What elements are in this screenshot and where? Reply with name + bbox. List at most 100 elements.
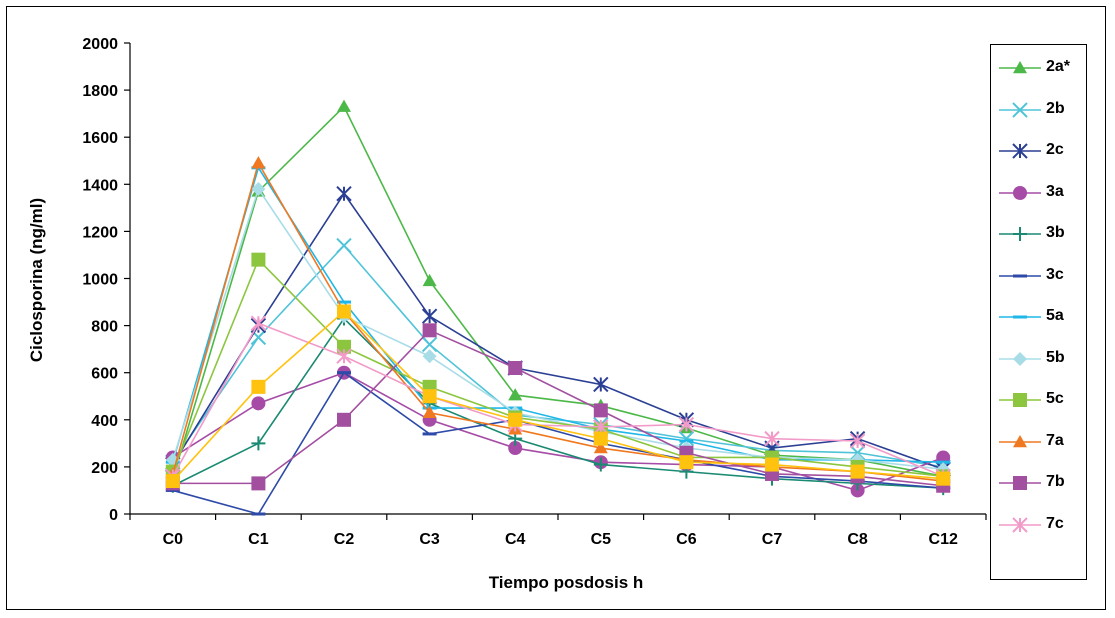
data-point: [593, 457, 608, 472]
data-point: [679, 455, 694, 470]
data-point: [421, 336, 438, 353]
series-line: [172, 310, 944, 482]
legend-item: 3a: [991, 178, 1088, 208]
data-point: [593, 419, 609, 435]
data-point: [422, 323, 437, 338]
legend-marker: [1012, 101, 1028, 118]
y-tick-label: 200: [91, 460, 118, 477]
x-tick-label: C4: [505, 531, 526, 548]
y-tick-label: 0: [109, 507, 118, 524]
data-point: [936, 460, 951, 464]
y-tick-label: 1800: [82, 83, 118, 100]
legend-marker: [1012, 516, 1028, 533]
chart-frame: [6, 6, 1106, 610]
legend-swatch: [999, 274, 1041, 277]
data-point: [336, 186, 352, 202]
legend-swatch: [999, 393, 1041, 407]
data-point: [422, 349, 437, 364]
data-point: [251, 379, 266, 394]
y-tick-label: 1000: [82, 272, 118, 289]
data-point: [678, 416, 695, 433]
data-point: [593, 376, 609, 393]
legend-swatch: [999, 516, 1041, 533]
data-point: [165, 488, 180, 492]
y-tick-label: 1200: [82, 224, 118, 241]
data-point: [251, 512, 266, 516]
data-point: [337, 339, 351, 354]
legend-marker: [1013, 61, 1027, 74]
legend-item: 3c: [991, 261, 1088, 291]
x-tick-label: C8: [847, 531, 868, 548]
legend-swatch: [999, 351, 1041, 366]
y-tick-label: 2000: [82, 36, 118, 53]
data-point: [849, 433, 866, 449]
data-point: [337, 300, 351, 304]
data-point: [508, 360, 523, 375]
legend-label: 3b: [1046, 224, 1065, 241]
legend-item: 5a: [991, 302, 1088, 332]
series-3c: [165, 371, 951, 516]
legend-marker: [1013, 351, 1027, 366]
data-point: [422, 432, 437, 436]
legend-label: 2c: [1046, 141, 1064, 158]
x-tick-label: C0: [163, 531, 184, 548]
data-point: [936, 471, 951, 486]
data-point: [421, 308, 438, 324]
data-point: [849, 445, 866, 461]
data-point: [422, 389, 437, 404]
legend-item: 2a*: [991, 53, 1088, 83]
series-line: [172, 329, 944, 487]
legend-item: 5b: [991, 344, 1088, 374]
series-7a: [165, 156, 951, 487]
legend-label: 5c: [1046, 390, 1064, 407]
x-tick-label: C12: [929, 531, 958, 548]
data-point: [251, 396, 266, 411]
y-tick-label: 800: [91, 319, 118, 336]
legend-swatch: [999, 434, 1041, 447]
data-point: [251, 156, 266, 169]
legend-item: 3b: [991, 219, 1088, 249]
data-point: [336, 348, 352, 364]
x-tick-label: C3: [419, 531, 440, 548]
series-line: [172, 317, 944, 489]
legend-marker: [1013, 434, 1027, 447]
series-2c: [165, 186, 951, 477]
x-axis-label: Tiempo posdosis h: [489, 573, 644, 592]
data-point: [850, 483, 865, 498]
series-line: [172, 258, 944, 478]
y-tick-label: 600: [91, 366, 118, 383]
legend-label: 7c: [1046, 514, 1064, 532]
data-point: [251, 476, 266, 491]
legend-item: 5c: [991, 385, 1088, 415]
series-line: [172, 165, 944, 463]
legend-swatch: [999, 101, 1041, 118]
legend-marker: [1012, 143, 1028, 159]
legend-label: 3a: [1046, 182, 1064, 200]
legend-item: 7c: [991, 510, 1088, 540]
data-point: [422, 273, 437, 287]
series-layer: [165, 99, 951, 516]
data-point: [765, 457, 779, 472]
data-point: [251, 252, 266, 267]
series-line: [172, 244, 944, 468]
x-tick-label: C5: [591, 531, 612, 548]
legend-swatch: [999, 185, 1041, 200]
legend: 2a* 2b 2c 3a 3b 3c 5a 5b 5c 7a 7b 7c: [990, 44, 1087, 580]
x-tick-label: C2: [334, 531, 355, 548]
series-unlabeled: [165, 304, 951, 489]
data-point: [251, 436, 266, 451]
y-axis-label: Ciclosporina (ng/ml): [27, 198, 46, 362]
data-point: [678, 430, 695, 447]
data-point: [764, 430, 780, 447]
legend-label: 3c: [1046, 265, 1064, 283]
data-point: [337, 412, 351, 427]
series-line: [172, 322, 944, 478]
legend-swatch: [999, 61, 1041, 74]
legend-swatch: [999, 476, 1041, 490]
legend-marker: [1013, 315, 1027, 319]
legend-item: 2c: [991, 136, 1088, 166]
legend-label: 5b: [1046, 348, 1065, 366]
chart-axes: [124, 42, 987, 520]
legend-item: 7a: [991, 427, 1088, 457]
legend-marker: [1013, 274, 1027, 277]
